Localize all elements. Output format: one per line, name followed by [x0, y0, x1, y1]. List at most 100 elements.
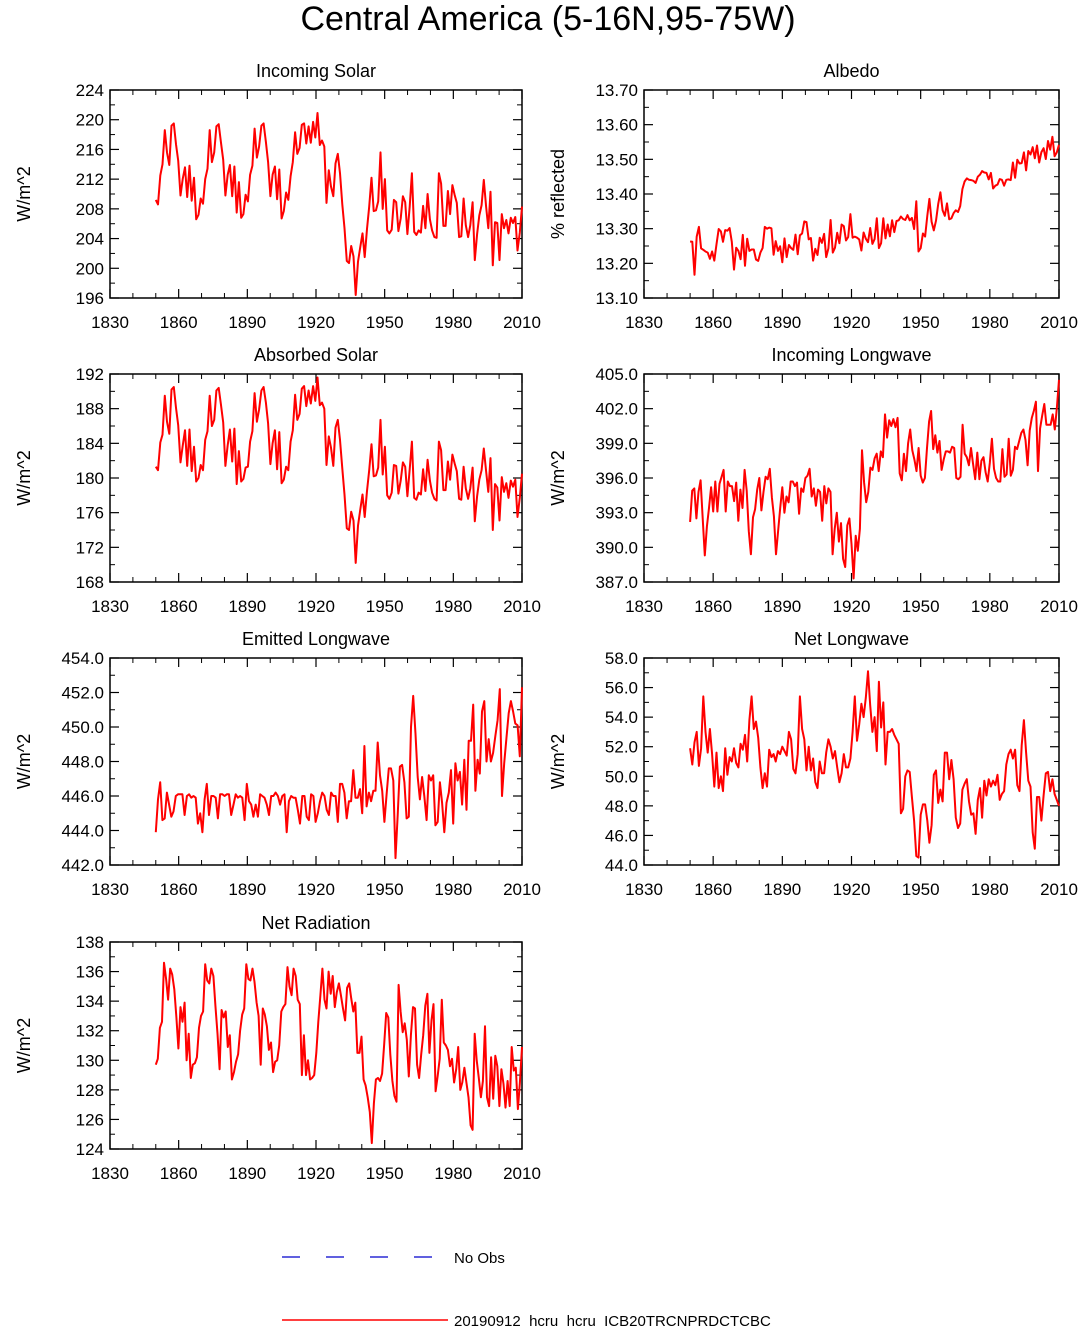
y-tick-label: 13.40 [595, 185, 638, 204]
x-tick-label: 1950 [902, 597, 940, 616]
x-tick-label: 1950 [366, 313, 404, 332]
x-tick-label: 1830 [625, 597, 663, 616]
y-tick-label: 452.0 [61, 684, 104, 703]
x-tick-label: 1920 [297, 597, 335, 616]
y-tick-label: 13.60 [595, 116, 638, 135]
x-tick-label: 1950 [366, 1164, 404, 1183]
y-axis-label: W/m^2 [14, 166, 34, 221]
x-tick-label: 2010 [503, 597, 541, 616]
y-axis-label: W/m^2 [14, 734, 34, 789]
y-tick-label: 56.0 [605, 679, 638, 698]
x-tick-label: 1980 [434, 880, 472, 899]
x-tick-label: 1950 [366, 880, 404, 899]
y-tick-label: 168 [76, 573, 104, 592]
series-line [689, 135, 1060, 276]
y-tick-label: 52.0 [605, 738, 638, 757]
y-tick-label: 212 [76, 170, 104, 189]
x-tick-label: 1860 [160, 597, 198, 616]
chart-incoming-solar: Incoming Solar W/m^2 1830 1860 1890 1920 1950 1… [14, 61, 541, 332]
y-tick-label: 13.50 [595, 150, 638, 169]
y-axis-label: W/m^2 [14, 1018, 34, 1073]
y-tick-label: 405.0 [595, 365, 638, 384]
y-tick-label: 220 [76, 111, 104, 130]
x-tick-label: 1980 [434, 313, 472, 332]
y-tick-label: 192 [76, 365, 104, 384]
y-tick-label: 393.0 [595, 504, 638, 523]
x-tick-label: 1890 [228, 1164, 266, 1183]
x-tick-label: 1890 [763, 313, 801, 332]
x-tick-label: 1890 [763, 597, 801, 616]
y-tick-label: 13.70 [595, 81, 638, 100]
y-tick-label: 442.0 [61, 856, 104, 875]
y-tick-label: 132 [76, 1022, 104, 1041]
x-tick-label: 1950 [902, 313, 940, 332]
x-tick-label: 1830 [91, 313, 129, 332]
x-tick-label: 2010 [503, 880, 541, 899]
panels-group: Incoming Solar W/m^2 1830 1860 1890 1920 1950 1… [14, 61, 1078, 1183]
x-tick-label: 1890 [228, 597, 266, 616]
chart-albedo: Albedo % reflected 1830 1860 1890 1920 1950 198… [548, 61, 1078, 332]
x-tick-label: 1950 [366, 597, 404, 616]
x-tick-label: 1860 [160, 880, 198, 899]
x-tick-label: 1980 [971, 880, 1009, 899]
x-tick-label: 2010 [503, 1164, 541, 1183]
y-tick-label: 446.0 [61, 787, 104, 806]
legend: No Obs 20190912_hcru_hcru_ICB20TRCNPRDCT… [282, 1250, 771, 1330]
y-tick-label: 184 [76, 434, 104, 453]
y-tick-label: 196 [76, 289, 104, 308]
y-tick-label: 134 [76, 992, 104, 1011]
x-tick-label: 1860 [694, 597, 732, 616]
y-tick-label: 450.0 [61, 718, 104, 737]
y-tick-label: 138 [76, 933, 104, 952]
x-tick-label: 1920 [297, 313, 335, 332]
series-line [154, 112, 523, 296]
series-line [154, 687, 523, 860]
y-tick-label: 46.0 [605, 826, 638, 845]
page-title: Central America (5-16N,95-75W) [300, 0, 795, 38]
chart-net-longwave: Net Longwave W/m^2 1830 1860 1890 1920 1950 198… [548, 629, 1078, 899]
y-tick-label: 13.20 [595, 254, 638, 273]
x-tick-label: 1830 [625, 880, 663, 899]
y-axis-label: W/m^2 [14, 450, 34, 505]
chart-absorbed-solar: Absorbed Solar W/m^2 1830 1860 1890 1920 1950 1… [14, 345, 541, 616]
x-tick-label: 2010 [1040, 597, 1078, 616]
chart-title: Albedo [823, 61, 879, 81]
x-tick-label: 1980 [434, 1164, 472, 1183]
y-tick-label: 224 [76, 81, 104, 100]
plot-frame [643, 89, 1060, 299]
x-tick-label: 2010 [503, 313, 541, 332]
y-tick-label: 188 [76, 400, 104, 419]
x-tick-label: 1830 [91, 1164, 129, 1183]
y-axis-label: W/m^2 [548, 450, 568, 505]
y-tick-label: 48.0 [605, 797, 638, 816]
chart-title: Net Longwave [794, 629, 909, 649]
x-tick-label: 1920 [833, 597, 871, 616]
x-tick-label: 1950 [902, 880, 940, 899]
series-line [689, 670, 1060, 859]
x-tick-label: 1890 [228, 313, 266, 332]
y-tick-label: 126 [76, 1110, 104, 1129]
chart-title: Emitted Longwave [242, 629, 390, 649]
y-tick-label: 402.0 [595, 400, 638, 419]
plot-frame [643, 657, 1060, 866]
x-tick-label: 1860 [160, 313, 198, 332]
x-tick-label: 1890 [763, 880, 801, 899]
y-tick-label: 13.30 [595, 220, 638, 239]
y-tick-label: 204 [76, 230, 104, 249]
x-tick-label: 1980 [971, 597, 1009, 616]
y-tick-label: 387.0 [595, 573, 638, 592]
y-tick-label: 444.0 [61, 822, 104, 841]
y-tick-label: 128 [76, 1081, 104, 1100]
x-tick-label: 1920 [297, 1164, 335, 1183]
y-tick-label: 58.0 [605, 649, 638, 668]
y-axis-label: % reflected [548, 149, 568, 239]
y-tick-label: 454.0 [61, 649, 104, 668]
chart-net-radiation: Net Radiation W/m^2 1830 1860 1890 1920 1950 19… [14, 913, 541, 1183]
y-tick-label: 124 [76, 1140, 104, 1159]
chart-title: Incoming Solar [256, 61, 376, 81]
x-tick-label: 1830 [625, 313, 663, 332]
series-line [689, 379, 1060, 580]
chart-title: Absorbed Solar [254, 345, 378, 365]
x-tick-label: 1920 [833, 313, 871, 332]
